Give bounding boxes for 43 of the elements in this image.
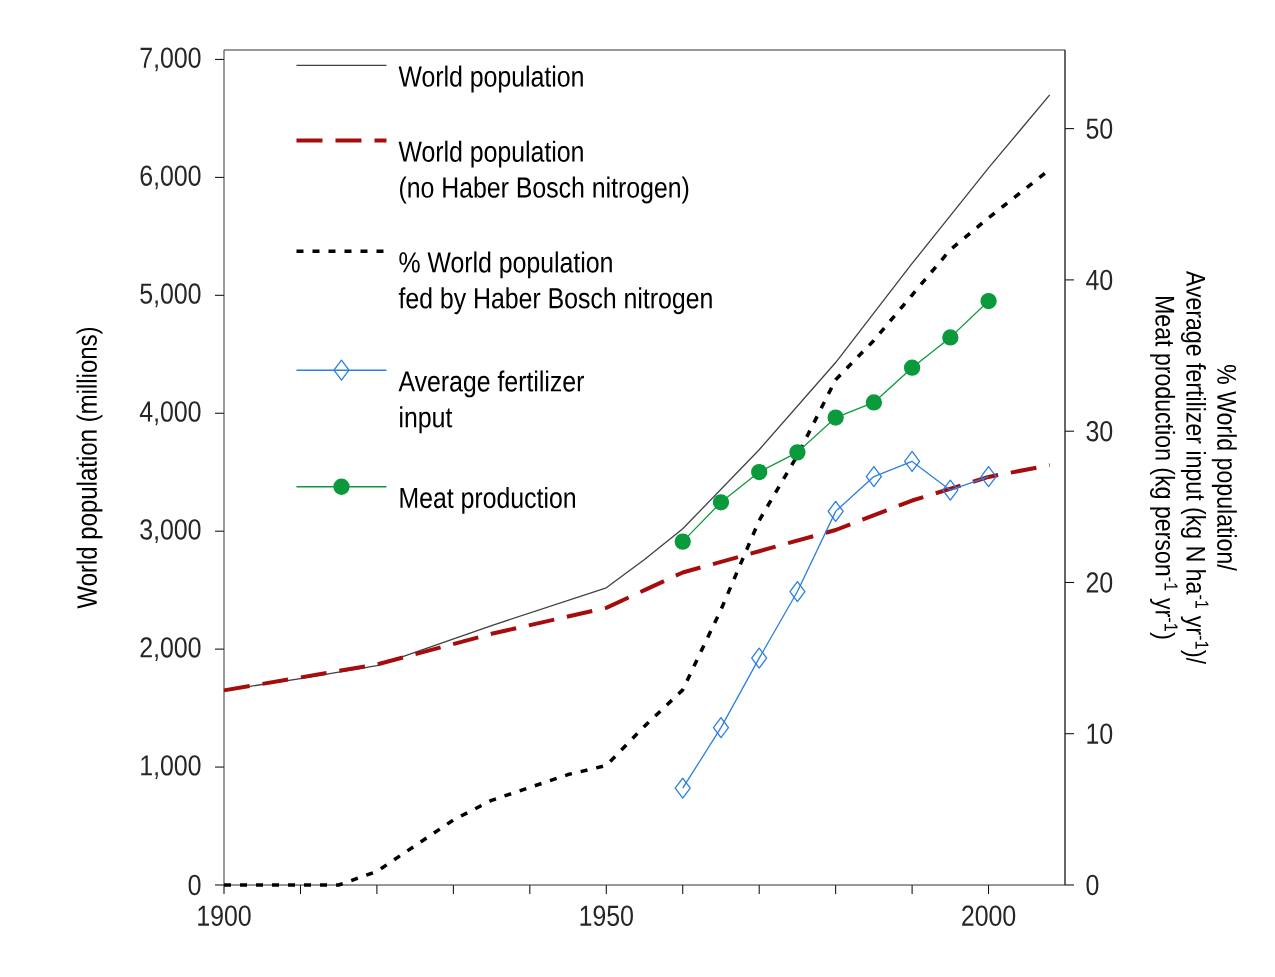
point [789,580,806,603]
y2-tick-label: 40 [1086,269,1113,291]
point [751,463,768,481]
y2-tick-label: 0 [1086,874,1099,896]
y-tick-label: 5,000 [140,283,201,308]
y-tick-label: 0 [188,874,201,896]
line-series [222,463,1052,693]
point [751,647,768,669]
y2-tick-label: 30 [1086,420,1113,442]
y-tick-label: 7,000 [140,47,201,72]
point [712,717,730,739]
y-tick-label: 4,000 [139,401,201,426]
y2-tick-label: 50 [1086,118,1113,139]
x-tick-label: 2000 [962,905,1016,926]
y2-tick-label: 20 [1086,572,1113,593]
point [903,450,921,473]
point [674,777,691,799]
legend-label: World population [398,65,583,93]
y2-tick-label: 10 [1087,723,1113,744]
y-tick-label: 2,000 [140,637,201,662]
legend-label: % World population fed by Haber Bosch nitrogen [398,251,712,315]
point [942,329,959,346]
x-tick-label: 1950 [580,905,633,926]
point [980,292,997,310]
y-tick-label: 6,000 [140,165,201,190]
point [827,500,844,523]
point [980,465,997,488]
x-tick-label: 1900 [198,905,251,926]
point [789,444,806,461]
point [903,359,921,376]
text: % World population/ Average fertilizer input (kg N ha$^{-1}$ yr$^{-1}$)/ Meat production (kg person$^{-1}$ yr$^{-1}$) [1150,270,1237,665]
point [865,394,883,411]
point [865,465,883,488]
legend-label: Average fertilizer input [398,370,584,434]
legend-label: Meat production [400,486,575,514]
y-tick-label: 3,000 [140,519,201,544]
legend-label: World population (no Haber Bosch nitrogen) [398,140,689,204]
point [712,494,730,511]
point [942,479,959,501]
point [827,409,844,426]
point [674,533,691,550]
y-tick-label: 1,000 [141,755,201,779]
y-axis-title: World population (millions) [76,327,103,609]
